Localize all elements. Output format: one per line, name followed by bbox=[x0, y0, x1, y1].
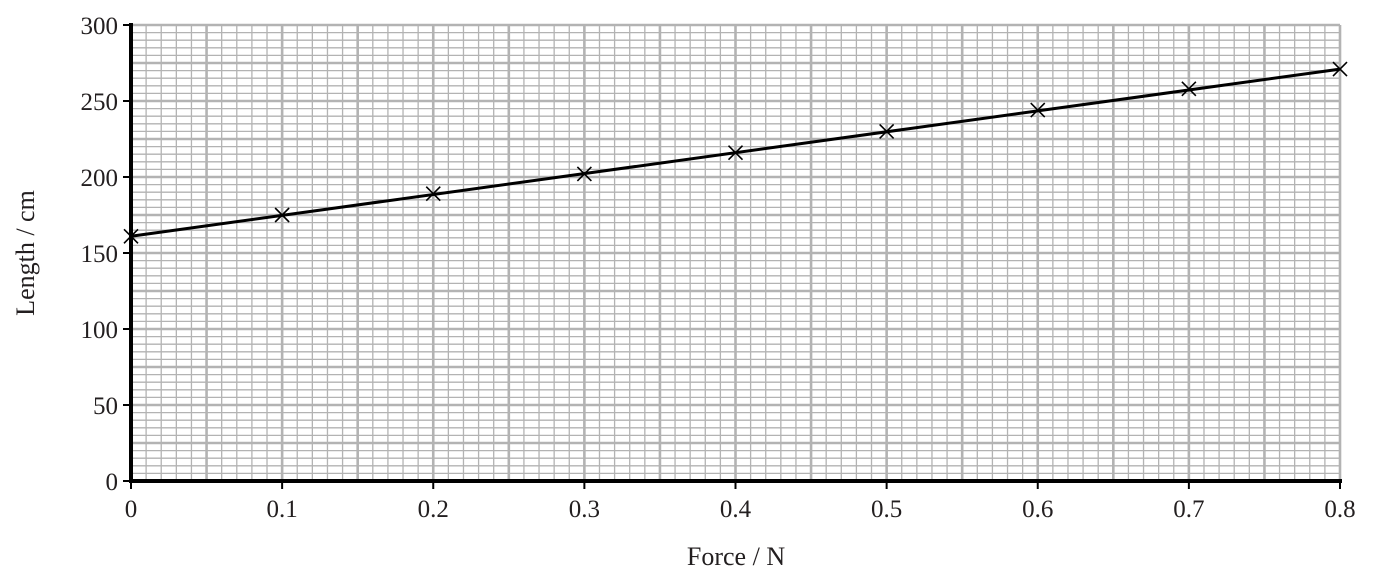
data-point-stroke bbox=[576, 166, 592, 182]
data-point bbox=[879, 123, 895, 139]
data-point bbox=[123, 228, 139, 244]
data-point-stroke bbox=[1332, 61, 1348, 77]
data-point bbox=[274, 207, 290, 223]
x-tick-label: 0.6 bbox=[1022, 496, 1053, 523]
x-tick-label: 0.8 bbox=[1324, 496, 1355, 523]
x-tick-label: 0.1 bbox=[267, 496, 298, 523]
data-point bbox=[1181, 81, 1197, 97]
y-tick-label: 300 bbox=[81, 13, 119, 40]
y-axis-title: Length / cm bbox=[11, 190, 40, 316]
data-point bbox=[1332, 61, 1348, 77]
x-tick-label: 0.5 bbox=[871, 496, 902, 523]
x-tick-label: 0 bbox=[125, 496, 138, 523]
data-point bbox=[1030, 102, 1046, 118]
y-tick-label: 200 bbox=[81, 165, 119, 192]
tick-labels: 0 0.1 0.2 0.3 0.4 0.5 0.6 0.7 0.8 0 50 100 150 200 250… bbox=[81, 13, 1356, 523]
x-tick-label: 0.4 bbox=[720, 496, 752, 523]
x-axis-title: Force / N bbox=[687, 542, 785, 571]
data-points bbox=[123, 61, 1348, 244]
data-point-stroke bbox=[879, 123, 895, 139]
y-tick-label: 250 bbox=[81, 89, 119, 116]
data-point bbox=[425, 186, 441, 202]
data-point bbox=[576, 166, 592, 182]
grid bbox=[129, 23, 1342, 483]
y-tick-label: 150 bbox=[81, 241, 119, 268]
data-point-stroke bbox=[1030, 102, 1046, 118]
data-point bbox=[727, 145, 744, 161]
data-point-stroke bbox=[274, 207, 290, 223]
x-tick-label: 0.2 bbox=[418, 496, 449, 523]
data-point-stroke bbox=[1181, 81, 1197, 97]
y-tick-label: 100 bbox=[81, 317, 119, 344]
x-tick-label: 0.3 bbox=[569, 496, 600, 523]
data-point-stroke bbox=[425, 186, 441, 202]
data-point-stroke bbox=[123, 228, 139, 244]
y-tick-label: 0 bbox=[106, 469, 119, 496]
y-tick-label: 50 bbox=[93, 393, 118, 420]
x-tick-label: 0.7 bbox=[1173, 496, 1204, 523]
data-point-stroke bbox=[727, 145, 744, 161]
